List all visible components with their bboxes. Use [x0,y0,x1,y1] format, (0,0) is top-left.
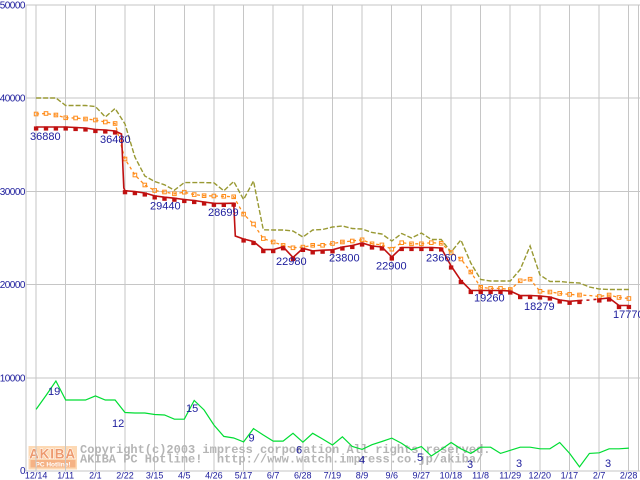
svg-text:6: 6 [296,445,302,457]
svg-text:12: 12 [112,418,124,430]
svg-text:8/9: 8/9 [356,471,369,480]
svg-text:22980: 22980 [276,256,307,268]
svg-text:23660: 23660 [426,253,457,265]
svg-text:1/11: 1/11 [57,471,74,480]
svg-text:11/8: 11/8 [472,471,489,480]
svg-text:5/17: 5/17 [235,471,253,480]
svg-text:12/14: 12/14 [25,471,48,480]
svg-text:2/7: 2/7 [593,471,606,480]
svg-text:1/17: 1/17 [561,471,579,480]
svg-text:4: 4 [359,455,365,467]
svg-text:6/28: 6/28 [294,471,312,480]
svg-text:3: 3 [467,459,473,471]
svg-text:40000: 40000 [0,94,26,105]
svg-text:6/7: 6/7 [267,471,280,480]
svg-text:5: 5 [417,452,423,464]
svg-text:11/29: 11/29 [499,471,521,480]
svg-text:15: 15 [186,403,198,415]
svg-text:AKIBA: AKIBA [29,447,76,462]
svg-text:2/22: 2/22 [116,471,134,480]
svg-text:4/26: 4/26 [205,471,223,480]
svg-text:19: 19 [48,386,60,398]
svg-text:4/5: 4/5 [178,471,191,480]
svg-text:3: 3 [516,458,522,470]
svg-text:23800: 23800 [329,253,360,265]
svg-text:9/6: 9/6 [385,471,398,480]
svg-text:2/28: 2/28 [620,471,638,480]
svg-text:18279: 18279 [524,301,555,313]
svg-text:7/19: 7/19 [324,471,342,480]
svg-text:10000: 10000 [0,374,26,385]
svg-text:19260: 19260 [474,293,505,305]
svg-text:3: 3 [605,458,611,470]
svg-text:29440: 29440 [150,201,181,213]
svg-text:28699: 28699 [208,207,239,219]
svg-text:AKIBA PC Hotline! http://www.: AKIBA PC Hotline! http://www.watch.impre… [80,453,483,467]
svg-text:0: 0 [20,466,26,477]
svg-text:50000: 50000 [0,1,26,12]
svg-text:9: 9 [249,433,255,445]
svg-text:Copyright(c)2003 impress corpo: Copyright(c)2003 impress corporation All… [80,443,490,457]
svg-text:36480: 36480 [100,134,131,146]
svg-text:17770: 17770 [613,309,640,321]
svg-text:9/27: 9/27 [413,471,431,480]
svg-text:PC Hotline!: PC Hotline! [35,461,70,468]
svg-text:22900: 22900 [376,261,407,273]
svg-text:2/1: 2/1 [89,471,102,480]
svg-text:30000: 30000 [0,187,26,198]
svg-text:3/15: 3/15 [146,471,164,480]
svg-text:10/18: 10/18 [440,471,463,480]
svg-text:20000: 20000 [0,280,26,291]
svg-text:12/20: 12/20 [529,471,552,480]
svg-text:36880: 36880 [30,131,61,143]
